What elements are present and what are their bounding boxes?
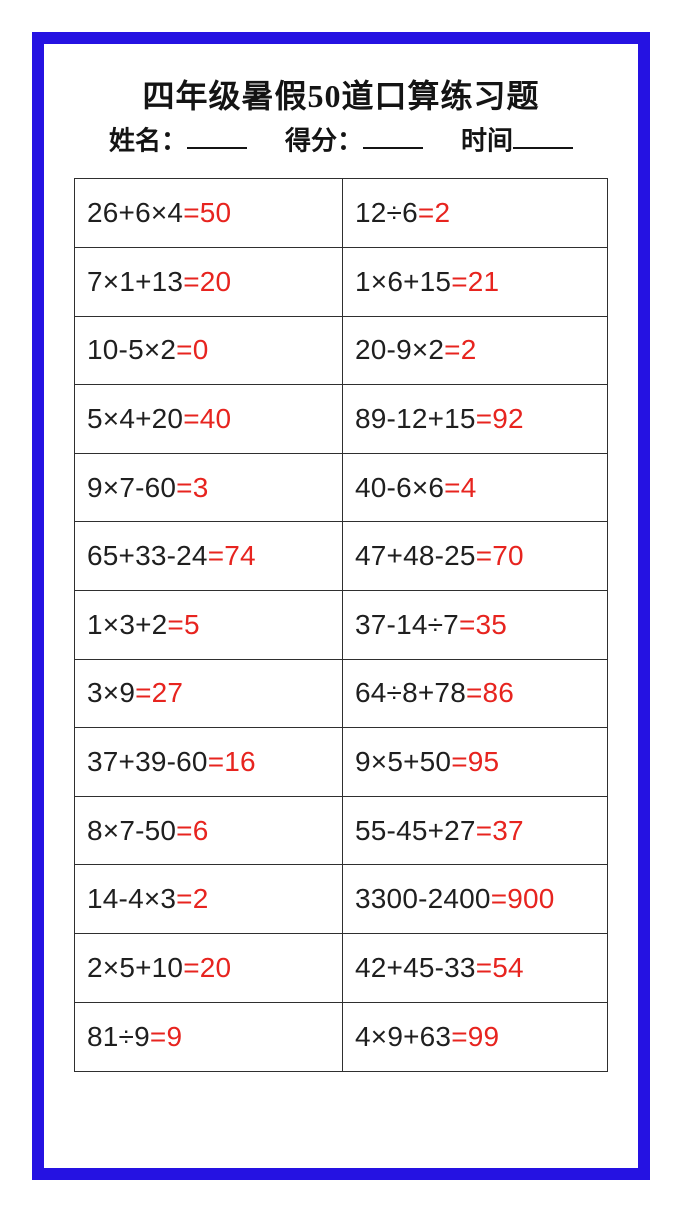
problem-answer: =74	[207, 540, 256, 572]
problem-answer: =20	[183, 265, 232, 297]
score-label: 得分：	[284, 126, 363, 156]
problem-expression: 55-45+27	[355, 814, 476, 846]
name-blank-line	[186, 123, 247, 150]
problem-expression: 37+39-60	[87, 746, 208, 778]
name-label: 姓名：	[108, 126, 187, 156]
time-blank-line	[513, 123, 574, 150]
problem-answer: =900	[490, 883, 555, 915]
problem-expression: 3×9	[87, 677, 136, 709]
problem-answer: =16	[207, 746, 256, 778]
problem-answer: =35	[458, 608, 508, 640]
problem-expression: 37-14÷7	[355, 608, 459, 640]
problem-cell: 65+33-24 =74	[75, 522, 343, 592]
problem-cell: 37+39-60 =16	[75, 728, 343, 797]
problem-answer: =21	[451, 265, 500, 297]
problem-cell: 3×9 =27	[75, 659, 343, 729]
problem-expression: 47+48-25	[355, 540, 476, 572]
problem-cell: 1×3+2 =5	[75, 591, 343, 660]
problem-answer: =2	[444, 334, 477, 366]
problem-expression: 10-5×2	[87, 334, 177, 366]
problem-expression: 64÷8+78	[355, 677, 466, 709]
problem-answer: =6	[176, 814, 209, 846]
page-title: 四年级暑假50道口算练习题	[142, 78, 540, 114]
problem-expression: 12÷6	[355, 197, 418, 229]
page-content: 四年级暑假50道口算练习题 姓名： 得分： 时间 26+6×4 =50 12÷6 =2 …	[44, 44, 638, 1168]
problem-answer: =0	[176, 334, 209, 366]
problem-cell: 40-6×6 =4	[343, 454, 607, 523]
problem-cell: 10-5×2 =0	[75, 316, 343, 386]
problem-cell: 5×4+20 =40	[75, 385, 343, 454]
problem-expression: 89-12+15	[355, 403, 476, 435]
problem-answer: =70	[475, 540, 524, 572]
problem-cell: 4×9+63 =99	[343, 1003, 607, 1072]
score-blank-line	[363, 123, 423, 150]
problem-cell: 3300-2400 =900	[343, 865, 607, 934]
problem-expression: 5×4+20	[87, 403, 184, 435]
problem-expression: 65+33-24	[87, 540, 208, 572]
problem-expression: 40-6×6	[355, 471, 445, 503]
problem-expression: 26+6×4	[87, 197, 184, 229]
problem-expression: 4×9+63	[355, 1020, 452, 1052]
problem-expression: 20-9×2	[355, 334, 445, 366]
problem-answer: =4	[444, 471, 477, 503]
problem-answer: =54	[475, 951, 524, 983]
problem-cell: 42+45-33 =54	[343, 934, 607, 1003]
problem-answer: =86	[465, 677, 515, 709]
problem-answer: =20	[183, 951, 232, 983]
problem-cell: 55-45+27 =37	[343, 797, 607, 866]
problem-cell: 89-12+15 =92	[343, 385, 607, 454]
problems-grid: 26+6×4 =50 12÷6 =2 7×1+13 =20 1×6+15 =21 10-…	[74, 178, 608, 1073]
problem-expression: 1×3+2	[87, 608, 168, 640]
problem-expression: 81÷9	[87, 1020, 150, 1052]
problem-answer: =5	[167, 608, 200, 640]
blue-page-border: 四年级暑假50道口算练习题 姓名： 得分： 时间 26+6×4 =50 12÷6 =2 …	[32, 32, 650, 1180]
problem-expression: 9×5+50	[355, 746, 452, 778]
problem-cell: 8×7-50 =6	[75, 796, 343, 866]
problem-expression: 7×1+13	[87, 265, 184, 297]
meta-line: 姓名： 得分： 时间	[74, 123, 608, 157]
problem-answer: =95	[451, 746, 500, 778]
problem-cell: 81÷9 =9	[75, 1002, 343, 1072]
problem-answer: =37	[475, 814, 524, 846]
problem-answer: =27	[135, 677, 184, 709]
problem-cell: 37-14÷7 =35	[343, 591, 607, 660]
problem-expression: 9×7-60	[87, 471, 177, 503]
problem-cell: 9×7-60 =3	[75, 453, 343, 523]
problem-answer: =99	[451, 1020, 500, 1052]
problem-cell: 20-9×2 =2	[343, 317, 607, 386]
problem-answer: =2	[417, 197, 451, 229]
problem-expression: 2×5+10	[87, 951, 184, 983]
problem-expression: 3300-2400	[355, 883, 491, 915]
problem-cell: 14-4×3 =2	[75, 865, 343, 934]
problem-cell: 12÷6 =2	[343, 179, 607, 249]
problem-answer: =50	[183, 197, 232, 229]
problem-answer: =3	[176, 471, 209, 503]
problem-answer: =2	[176, 883, 209, 915]
problem-answer: =40	[183, 403, 232, 435]
time-label: 时间	[461, 126, 514, 156]
problem-cell: 1×6+15 =21	[343, 248, 607, 317]
problem-answer: =92	[475, 403, 524, 435]
problem-expression: 14-4×3	[87, 883, 177, 915]
problem-cell: 26+6×4 =50	[75, 179, 343, 249]
problem-expression: 1×6+15	[355, 265, 452, 297]
problem-expression: 42+45-33	[355, 951, 476, 983]
problem-cell: 47+48-25 =70	[343, 522, 607, 592]
problem-expression: 8×7-50	[87, 814, 177, 846]
problem-cell: 9×5+50 =95	[343, 728, 607, 797]
problem-answer: =9	[149, 1020, 183, 1052]
problem-cell: 2×5+10 =20	[75, 934, 343, 1003]
problem-cell: 7×1+13 =20	[75, 248, 343, 317]
problem-cell: 64÷8+78 =86	[343, 660, 607, 729]
